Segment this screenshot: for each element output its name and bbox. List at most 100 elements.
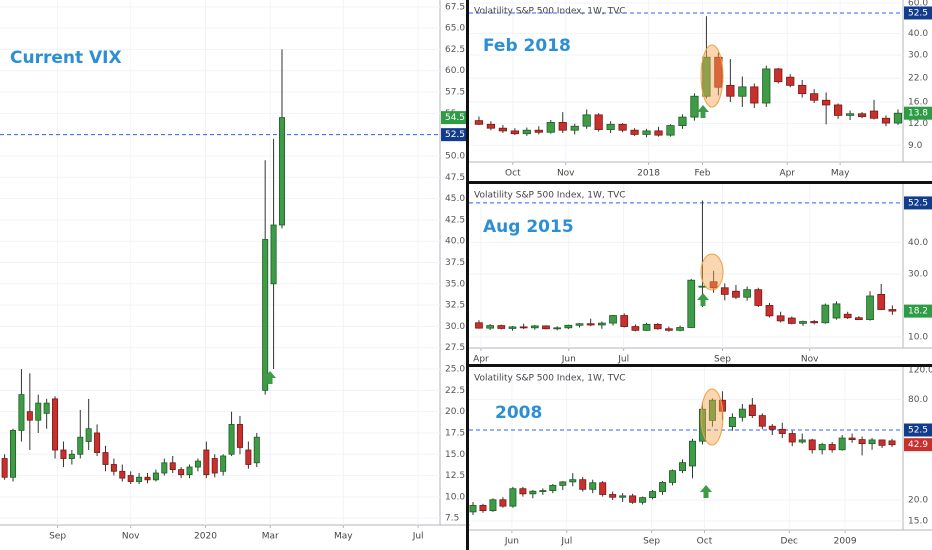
price-label: 52.5 bbox=[908, 8, 928, 18]
y-tick-label: 32.5 bbox=[445, 301, 465, 311]
y-tick-label: 60.0 bbox=[445, 66, 465, 76]
candle-body bbox=[559, 481, 567, 486]
candle-body bbox=[530, 325, 539, 329]
y-tick-label: 57.5 bbox=[445, 88, 465, 98]
candle-body bbox=[469, 504, 477, 513]
candle-body bbox=[774, 68, 783, 83]
y-tick-label: 45.0 bbox=[445, 194, 465, 204]
x-tick-label: Jun bbox=[561, 355, 576, 365]
price-label-box bbox=[904, 423, 932, 437]
y-tick-label: 10.0 bbox=[908, 332, 928, 342]
price-label-box bbox=[904, 196, 932, 210]
price-label-box bbox=[904, 438, 932, 452]
candle-body bbox=[575, 323, 584, 326]
candle-body bbox=[776, 315, 785, 322]
y-tick-label: 20.0 bbox=[445, 407, 465, 417]
candle-body bbox=[522, 129, 531, 135]
x-tick-label: Oct bbox=[697, 537, 713, 547]
x-tick-label: Sep bbox=[714, 355, 731, 365]
candle-body bbox=[732, 290, 740, 298]
candle-body bbox=[60, 449, 67, 459]
candle-body bbox=[798, 439, 806, 443]
candle-body bbox=[586, 323, 595, 326]
candle-body bbox=[508, 326, 517, 329]
x-tick-label: Sep bbox=[49, 532, 66, 542]
candle-body bbox=[119, 470, 126, 479]
annotation: Current VIX bbox=[10, 48, 122, 68]
candle-body bbox=[618, 123, 627, 131]
candle-body bbox=[881, 117, 891, 124]
candle-body bbox=[690, 95, 699, 118]
candle-body bbox=[857, 113, 867, 117]
candle-body bbox=[558, 122, 567, 131]
panel-title: Volatility S&P 500 Index, 1W, TVC bbox=[474, 191, 626, 201]
candle-body bbox=[765, 305, 774, 317]
candle-body bbox=[750, 86, 759, 104]
candle-body bbox=[832, 303, 841, 319]
candle-body bbox=[127, 475, 134, 482]
candle-body bbox=[669, 470, 677, 483]
candle-body bbox=[542, 325, 550, 330]
candle-body bbox=[821, 304, 830, 324]
candle-body bbox=[843, 313, 852, 319]
candle-body bbox=[486, 123, 496, 129]
y-tick-label: 60.0 bbox=[908, 0, 928, 8]
y-tick-label: 12.0 bbox=[908, 119, 928, 129]
candle-body bbox=[606, 123, 615, 130]
candle-body bbox=[570, 125, 579, 131]
highlight-ellipse bbox=[700, 388, 724, 446]
candle-body bbox=[203, 449, 210, 476]
candle-body bbox=[787, 317, 796, 324]
x-tick-label: Dec bbox=[781, 537, 798, 547]
price-label: 52.5 bbox=[908, 198, 928, 208]
y-tick-label: 40.0 bbox=[445, 237, 465, 247]
x-tick-label: Oct bbox=[505, 169, 521, 179]
candle-body bbox=[582, 114, 591, 127]
candle-body bbox=[714, 56, 723, 88]
price-label-box bbox=[904, 106, 932, 120]
candle-body bbox=[877, 293, 886, 310]
price-label: 52.5 bbox=[445, 130, 465, 140]
candle-body bbox=[833, 104, 843, 116]
candle-body bbox=[666, 125, 675, 136]
panel: 7.5 10.0 12.5 15.0 17.5 20.0 22.5 25.0 27.5 30.0 3… bbox=[0, 0, 470, 542]
candle-body bbox=[848, 437, 856, 441]
candle-body bbox=[738, 86, 747, 97]
candle-body bbox=[534, 129, 543, 133]
y-tick-label: 42.5 bbox=[445, 215, 465, 225]
panel-separator bbox=[469, 364, 932, 367]
x-tick-label: Sep bbox=[643, 537, 660, 547]
x-tick-label: Apr bbox=[473, 355, 489, 365]
candle-body bbox=[1, 458, 8, 478]
y-tick-label: 40.0 bbox=[908, 29, 928, 39]
candle-body bbox=[642, 323, 651, 331]
candle-body bbox=[245, 449, 252, 465]
candle-body bbox=[475, 322, 483, 329]
price-label-box bbox=[441, 128, 469, 142]
candle-body bbox=[26, 411, 33, 421]
price-label: 13.8 bbox=[908, 109, 928, 119]
annotation: Feb 2018 bbox=[483, 36, 571, 56]
candle-body bbox=[144, 476, 151, 481]
candle-body bbox=[510, 130, 519, 135]
candle-body bbox=[799, 321, 807, 324]
candle-body bbox=[642, 130, 651, 135]
candle-body bbox=[620, 315, 629, 327]
y-tick-label: 80.0 bbox=[908, 395, 928, 405]
x-tick-label: 2020 bbox=[194, 532, 217, 542]
y-tick-label: 15.0 bbox=[908, 516, 928, 526]
candle-body bbox=[253, 436, 260, 464]
candle-body bbox=[654, 130, 663, 136]
candle-body bbox=[569, 479, 577, 483]
candle-body bbox=[619, 495, 627, 498]
annotation: Aug 2015 bbox=[483, 217, 574, 237]
highlight-ellipse bbox=[700, 44, 724, 108]
candle-body bbox=[278, 117, 285, 226]
candle-body bbox=[786, 76, 795, 86]
candle-body bbox=[94, 432, 101, 453]
candle-body bbox=[748, 404, 756, 417]
candle-body bbox=[489, 499, 497, 512]
panel: 120.0 80.0 20.0 15.0 Jun Jul Sep Oct Dec 2009 52.5… bbox=[469, 365, 932, 547]
price-label: 18.2 bbox=[908, 307, 928, 317]
